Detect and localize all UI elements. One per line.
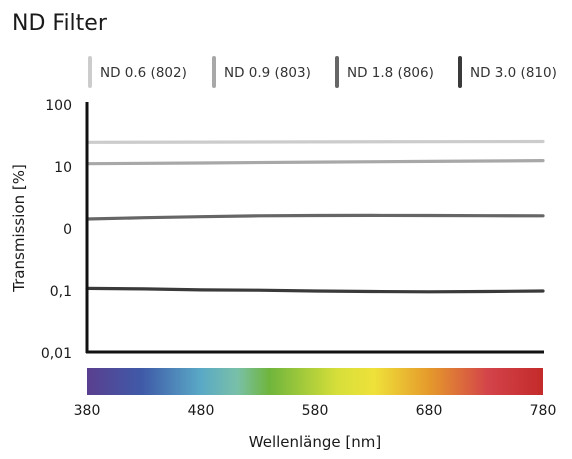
- x-tick-label: 680: [416, 403, 443, 419]
- y-tick-label: 10: [54, 160, 72, 176]
- x-axis-label: Wellenlänge [nm]: [249, 433, 381, 451]
- spectrum-bar: [87, 368, 543, 395]
- x-tick-labels: 380 480 580 680 780: [74, 403, 557, 419]
- y-tick-label: 100: [45, 98, 72, 114]
- series-line: [85, 139, 545, 144]
- chart-title: ND Filter: [12, 11, 108, 36]
- y-tick-label: 0: [63, 222, 72, 238]
- legend-label: ND 0.9 (803): [224, 65, 311, 81]
- legend-label: ND 3.0 (810): [470, 65, 557, 81]
- x-tick-label: 480: [188, 403, 215, 419]
- legend-label: ND 1.8 (806): [347, 65, 434, 81]
- plot-lines: [85, 139, 545, 294]
- y-axis-label: Transmission [%]: [10, 164, 28, 293]
- y-tick-label: 0,1: [50, 284, 72, 300]
- series-line: [85, 213, 545, 221]
- x-tick-label: 780: [530, 403, 557, 419]
- y-tick-label: 0,01: [41, 346, 72, 362]
- x-tick-label: 580: [302, 403, 329, 419]
- series-line: [85, 286, 545, 294]
- legend-label: ND 0.6 (802): [100, 65, 187, 81]
- x-tick-label: 380: [74, 403, 101, 419]
- legend: ND 0.6 (802) ND 0.9 (803) ND 1.8 (806) ND 3…: [88, 56, 557, 88]
- series-line: [85, 159, 545, 166]
